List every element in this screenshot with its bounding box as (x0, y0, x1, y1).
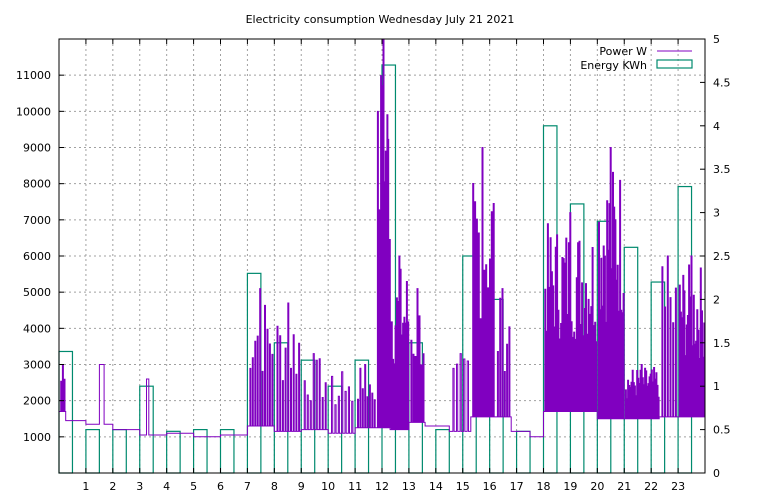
legend: Power W Energy KWh (580, 45, 693, 72)
x-tick-label: 17 (510, 480, 524, 493)
y2-tick-label: 4 (713, 120, 720, 133)
y-tick-label: 4000 (23, 322, 51, 335)
x-tick-label: 5 (190, 480, 197, 493)
power-line (59, 38, 706, 438)
x-tick-label: 14 (429, 480, 443, 493)
axis-ticks: 1 2 3 4 5 6 7 8 9 10 11 12 13 14 15 16 17 18 19 20 21 22 23100… (16, 33, 731, 493)
x-tick-label: 13 (402, 480, 416, 493)
y-tick-label: 7000 (23, 214, 51, 227)
y-tick-label: 8000 (23, 178, 51, 191)
energy-bar (435, 429, 450, 474)
x-tick-label: 9 (298, 480, 305, 493)
x-tick-label: 18 (537, 480, 551, 493)
y2-tick-label: 1 (713, 380, 720, 393)
energy-bar (166, 430, 181, 474)
y-tick-label: 3000 (23, 359, 51, 372)
y2-tick-label: 2.5 (713, 250, 731, 263)
y-tick-label: 10000 (16, 105, 51, 118)
x-tick-label: 8 (271, 480, 278, 493)
y2-tick-label: 4.5 (713, 76, 731, 89)
x-tick-label: 3 (136, 480, 143, 493)
energy-bar (112, 429, 127, 474)
x-tick-label: 23 (671, 480, 685, 493)
y-tick-label: 6000 (23, 250, 51, 263)
energy-bar (85, 429, 100, 474)
x-tick-label: 15 (456, 480, 470, 493)
y-tick-label: 5000 (23, 286, 51, 299)
x-tick-label: 4 (163, 480, 170, 493)
y2-tick-label: 2 (713, 293, 720, 306)
x-tick-label: 2 (109, 480, 116, 493)
x-tick-label: 22 (644, 480, 658, 493)
energy-bar (623, 246, 639, 474)
power-series-path (59, 38, 706, 438)
y2-tick-label: 0 (713, 467, 720, 480)
y2-tick-label: 3 (713, 207, 720, 220)
energy-bar (192, 429, 208, 474)
x-tick-label: 11 (348, 480, 362, 493)
y2-tick-label: 0.5 (713, 424, 731, 437)
energy-bar (219, 429, 235, 474)
x-tick-label: 10 (321, 480, 335, 493)
legend-power-label: Power W (599, 45, 647, 58)
legend-energy-label: Energy KWh (580, 59, 647, 72)
y2-tick-label: 1.5 (713, 337, 731, 350)
energy-bar (515, 430, 531, 474)
x-tick-label: 7 (244, 480, 251, 493)
y2-tick-label: 3.5 (713, 163, 731, 176)
y-tick-label: 9000 (23, 142, 51, 155)
x-tick-label: 20 (590, 480, 604, 493)
x-tick-label: 12 (375, 480, 389, 493)
y-tick-label: 11000 (16, 69, 51, 82)
x-tick-label: 1 (82, 480, 89, 493)
y-tick-label: 2000 (23, 395, 51, 408)
legend-energy-swatch (656, 59, 693, 69)
x-tick-label: 6 (217, 480, 224, 493)
y2-tick-label: 5 (713, 33, 720, 46)
y-tick-label: 1000 (23, 431, 51, 444)
x-tick-label: 19 (563, 480, 577, 493)
x-tick-label: 21 (617, 480, 631, 493)
x-tick-label: 16 (483, 480, 497, 493)
chart-title: Electricity consumption Wednesday July 2… (246, 13, 515, 26)
